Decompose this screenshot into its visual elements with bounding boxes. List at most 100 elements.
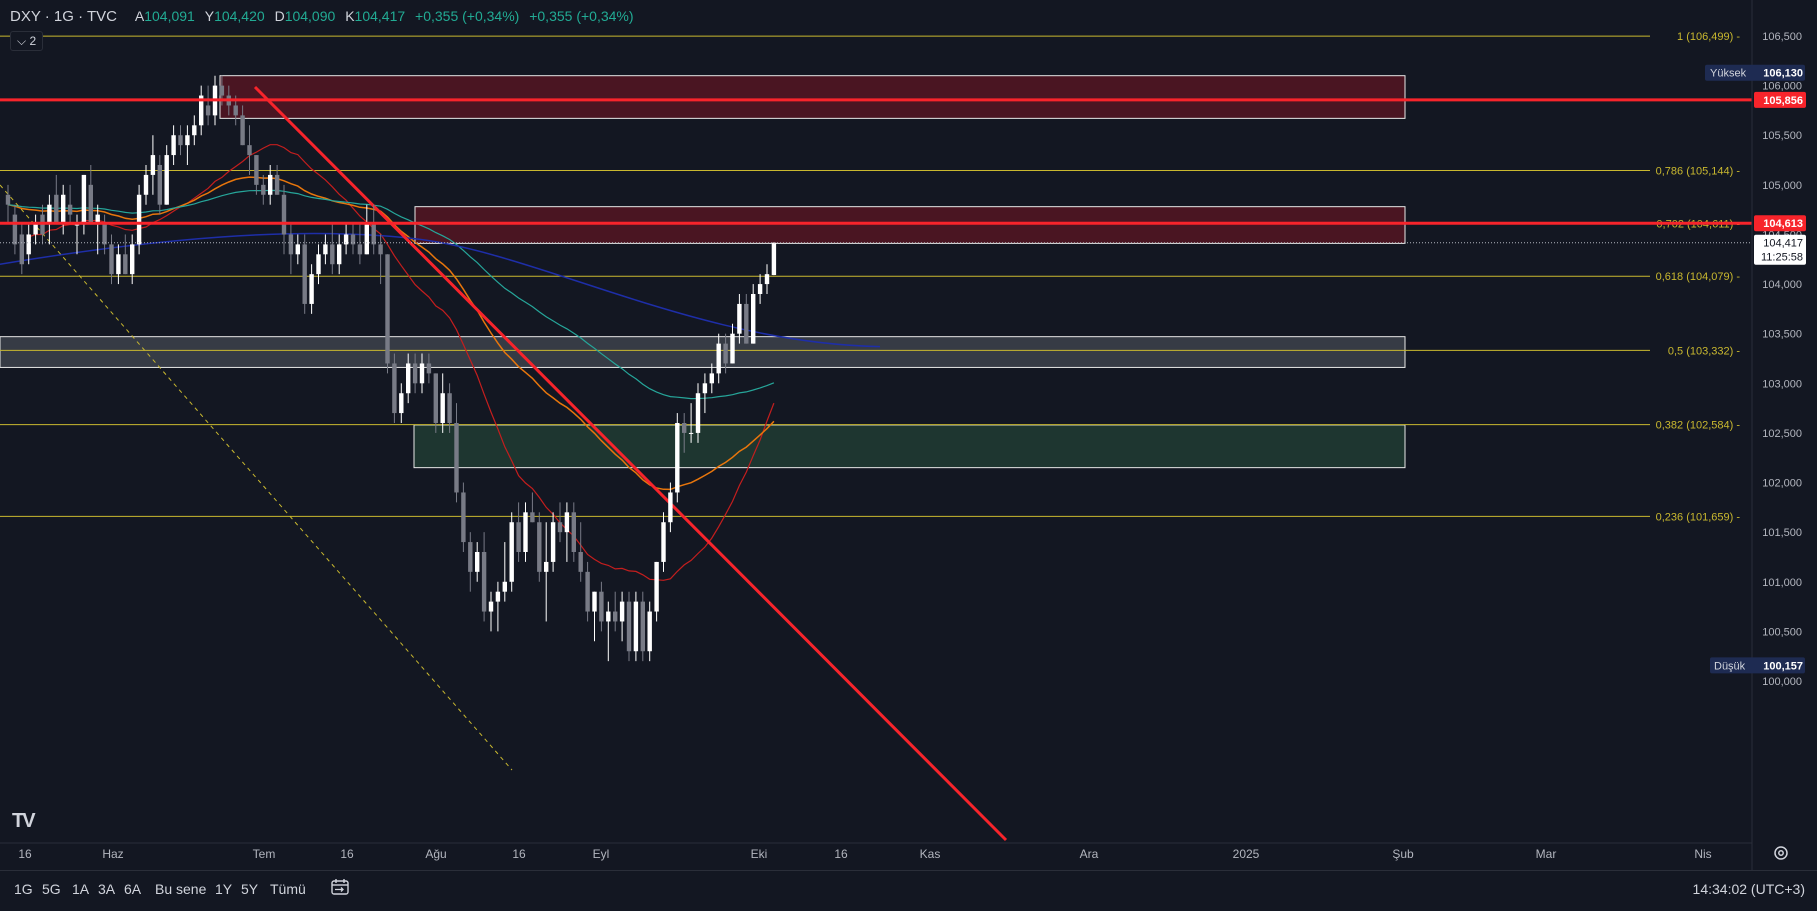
fib-label-0: 1 (106,499) - xyxy=(1677,31,1740,43)
timeframe-5[interactable]: Bu sene xyxy=(155,881,207,897)
change-value-2: +0,355 (+0,34%) xyxy=(529,8,634,24)
candle-body-98 xyxy=(682,423,687,433)
candle-body-42 xyxy=(295,244,300,255)
price-axis[interactable]: 100,000 100,500 101,000 101,500 102,000 102,5… xyxy=(1705,0,1806,870)
legend-header: DXY · 1G · TVC A104,091 Y104,420 D104,09… xyxy=(10,8,634,25)
price-tick-13: 106,500 xyxy=(1762,31,1802,43)
indicators-collapse-button[interactable]: ⌵ 2 xyxy=(10,31,44,51)
candle-body-47 xyxy=(330,244,335,265)
candle-body-13 xyxy=(95,214,100,225)
timeframe-2[interactable]: 1A xyxy=(72,881,90,897)
low-tag-label: Düşük xyxy=(1714,660,1746,672)
candle-body-11 xyxy=(81,174,87,225)
candle-body-87 xyxy=(606,611,611,622)
candle-body-68 xyxy=(475,552,480,572)
time-tick-0: 16 xyxy=(18,847,32,861)
time-tick-2: Tem xyxy=(253,847,276,861)
candle-body-36 xyxy=(254,155,259,185)
candle-body-51 xyxy=(357,244,363,255)
candle-body-22 xyxy=(157,165,162,205)
chevron-down-icon: ⌵ xyxy=(17,34,27,48)
candle-body-105 xyxy=(730,333,735,364)
calendar-range-icon[interactable] xyxy=(330,877,350,897)
last-price-tag-bg xyxy=(1754,234,1806,265)
time-axis[interactable]: 16 Haz Tem 16 Ağu 16 Eyl Eki 16 Kas Ara 2025 Şub Mar N… xyxy=(0,842,1752,861)
candle-body-34 xyxy=(240,115,245,146)
resistance-tag-1: 105,856 xyxy=(1763,95,1803,107)
price-tick-3: 101,500 xyxy=(1762,527,1802,539)
candle-body-67 xyxy=(468,542,473,572)
high-tag-value: 106,130 xyxy=(1763,68,1803,80)
candle-body-4 xyxy=(33,224,38,235)
open-key: A xyxy=(134,8,145,24)
candle-body-57 xyxy=(399,393,404,414)
fib-label-1: 0,786 (105,144) - xyxy=(1656,166,1741,178)
candle-body-10 xyxy=(74,224,80,226)
last-price-tag: 104,417 xyxy=(1763,238,1803,250)
high-tag-label: Yüksek xyxy=(1710,68,1747,80)
timeframe-8[interactable]: Tümü xyxy=(270,881,306,897)
low-tag-bg xyxy=(1710,657,1805,674)
close-key: K xyxy=(345,8,355,24)
candle-body-78 xyxy=(544,561,549,572)
candle-body-93 xyxy=(647,611,652,652)
candle-body-40 xyxy=(281,194,287,235)
candle-body-17 xyxy=(123,254,128,275)
timeframe-4[interactable]: 6A xyxy=(124,881,142,897)
timeframe-1[interactable]: 5G xyxy=(42,881,61,897)
candle-body-88 xyxy=(613,611,618,622)
zone-demand-3 xyxy=(413,424,1406,469)
candle-body-39 xyxy=(274,174,280,195)
countdown-tag: 11:25:58 xyxy=(1761,252,1803,264)
candle-body-62 xyxy=(433,373,438,423)
candle-body-76 xyxy=(530,512,535,523)
bottom-toolbar xyxy=(0,870,1817,911)
gear-icon[interactable] xyxy=(1773,845,1789,861)
candle-body-27 xyxy=(192,125,197,136)
timeframe-7[interactable]: 5Y xyxy=(241,881,259,897)
timeframe-0[interactable]: 1G xyxy=(14,881,33,897)
candle-body-19 xyxy=(136,194,142,245)
candle-body-95 xyxy=(661,522,666,562)
timeframe-6[interactable]: 1Y xyxy=(215,881,233,897)
candle-body-61 xyxy=(426,363,432,374)
clock-readout[interactable]: 14:34:02 (UTC+3) xyxy=(1692,881,1805,897)
candle-body-79 xyxy=(550,522,556,562)
candle-body-25 xyxy=(178,135,183,146)
resistance-tag-2: 104,613 xyxy=(1763,218,1803,230)
candle-body-90 xyxy=(626,601,632,652)
timeframe-3[interactable]: 3A xyxy=(98,881,116,897)
time-tick-8: 16 xyxy=(834,847,848,861)
candle-body-96 xyxy=(668,492,673,523)
price-tick-2: 101,000 xyxy=(1762,577,1802,589)
candle-body-72 xyxy=(502,581,507,592)
time-tick-12: Şub xyxy=(1392,847,1414,861)
time-tick-4: Ağu xyxy=(425,847,446,861)
low-value: 104,090 xyxy=(284,8,336,24)
candle-body-54 xyxy=(378,244,383,255)
candle-body-70 xyxy=(488,601,494,612)
candle-body-97 xyxy=(675,423,680,493)
fib-label-3: 0,618 (104,079) - xyxy=(1656,271,1741,283)
downtrend-line xyxy=(253,85,1008,842)
candle-body-37 xyxy=(261,184,266,195)
candle-body-82 xyxy=(571,512,576,552)
candle-body-91 xyxy=(633,601,639,652)
candle-body-21 xyxy=(150,155,156,175)
candle-body-45 xyxy=(316,254,321,275)
trendlines-layer xyxy=(0,85,1008,842)
candle-body-81 xyxy=(564,512,570,533)
candle-body-64 xyxy=(447,393,452,423)
price-tick-7: 103,500 xyxy=(1762,329,1802,341)
ma-50-line xyxy=(7,176,775,491)
candle-body-63 xyxy=(440,393,445,423)
candle-body-77 xyxy=(537,522,542,572)
candle-body-109 xyxy=(757,284,763,294)
candle-body-86 xyxy=(599,591,604,622)
indicator-count: 2 xyxy=(29,34,37,48)
symbol-title[interactable]: DXY · 1G · TVC xyxy=(10,8,117,25)
zones-layer xyxy=(0,75,1406,469)
candle-body-73 xyxy=(509,522,514,582)
candles-layer xyxy=(5,75,777,662)
